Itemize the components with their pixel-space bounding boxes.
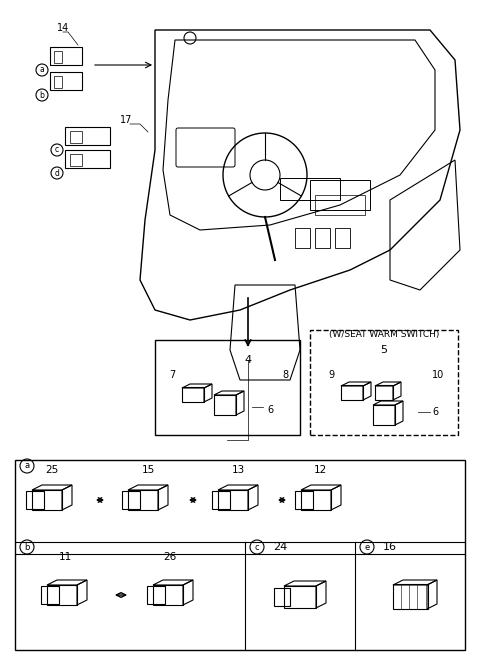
Bar [375, 385, 393, 400]
Text: 7: 7 [169, 370, 175, 380]
Bar [128, 490, 158, 510]
Bar [393, 584, 428, 609]
Text: 5: 5 [381, 345, 387, 355]
Bar [70, 154, 82, 166]
Bar [41, 586, 59, 604]
Bar [147, 586, 165, 604]
Text: e: e [364, 543, 370, 552]
Text: 9: 9 [328, 370, 334, 380]
Bar [214, 395, 236, 415]
Bar [122, 491, 140, 509]
Bar [310, 180, 370, 210]
Bar [65, 150, 110, 168]
Bar [212, 491, 230, 509]
Bar [26, 491, 44, 509]
Text: 17: 17 [120, 115, 132, 125]
Bar [341, 385, 363, 400]
Text: b: b [39, 91, 45, 100]
Bar [274, 588, 290, 606]
Text: 14: 14 [57, 23, 69, 33]
Bar [284, 586, 316, 608]
Bar [310, 330, 458, 435]
Bar [315, 228, 330, 248]
Text: 4: 4 [244, 355, 252, 365]
Bar [301, 490, 331, 510]
Text: (W/SEAT WARM SWITCH): (W/SEAT WARM SWITCH) [329, 331, 439, 340]
Text: 6: 6 [432, 407, 438, 417]
Text: 26: 26 [163, 552, 177, 562]
Bar [335, 228, 350, 248]
Bar [50, 47, 82, 65]
Text: 13: 13 [231, 465, 245, 475]
Text: 6: 6 [267, 405, 273, 415]
Text: c: c [255, 543, 259, 552]
Text: 12: 12 [313, 465, 326, 475]
Bar [70, 131, 82, 143]
Bar [182, 387, 204, 402]
Bar [54, 51, 62, 63]
Text: 15: 15 [142, 465, 155, 475]
Bar [295, 491, 313, 509]
Bar [50, 72, 82, 90]
Text: 11: 11 [59, 552, 72, 562]
Bar [218, 490, 248, 510]
Bar [295, 228, 310, 248]
Bar [280, 178, 340, 200]
Bar [47, 585, 77, 605]
Bar [315, 195, 365, 215]
Text: 10: 10 [432, 370, 444, 380]
Text: a: a [24, 462, 30, 470]
Text: b: b [24, 543, 30, 552]
Bar [15, 460, 465, 650]
Text: c: c [55, 146, 59, 155]
Text: 16: 16 [383, 542, 397, 552]
Text: a: a [40, 66, 44, 75]
Bar [32, 490, 62, 510]
Text: 8: 8 [282, 370, 288, 380]
Bar [373, 405, 395, 425]
Bar [65, 127, 110, 145]
Bar [153, 585, 183, 605]
Text: d: d [55, 169, 60, 178]
Text: 25: 25 [46, 465, 59, 475]
Bar [54, 76, 62, 88]
Bar [155, 340, 300, 435]
Text: 24: 24 [273, 542, 287, 552]
